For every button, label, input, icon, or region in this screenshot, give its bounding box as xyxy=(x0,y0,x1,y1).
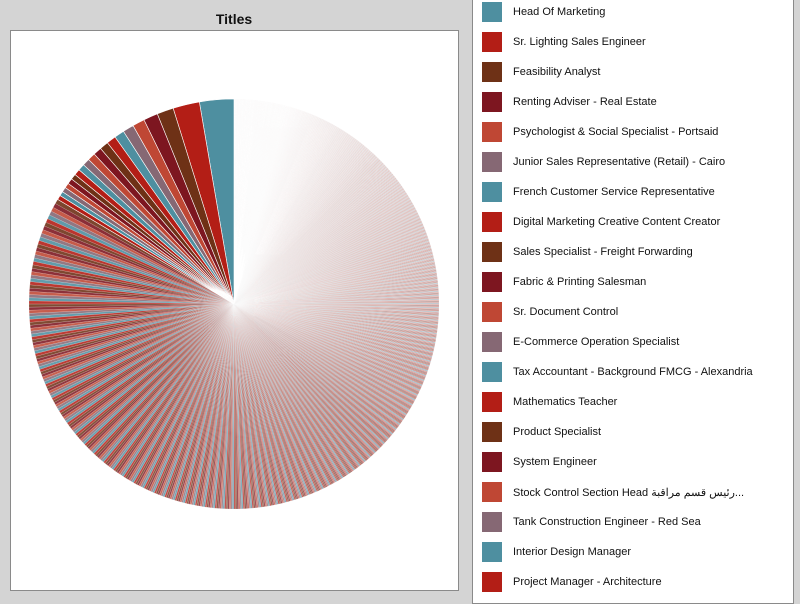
legend-label: Mathematics Teacher xyxy=(513,396,617,408)
legend-item: Fabric & Printing Salesman xyxy=(482,272,646,292)
legend-label: Renting Adviser - Real Estate xyxy=(513,96,657,108)
legend-swatch xyxy=(482,62,502,82)
legend-label: Feasibility Analyst xyxy=(513,66,600,78)
legend-item: System Engineer xyxy=(482,452,597,472)
legend-label: Interior Design Manager xyxy=(513,546,631,558)
legend-label: Digital Marketing Creative Content Creat… xyxy=(513,216,720,228)
legend-item: Stock Control Section Head رئيس قسم مراق… xyxy=(482,482,744,502)
legend-swatch xyxy=(482,212,502,232)
legend-item: Tank Construction Engineer - Red Sea xyxy=(482,512,701,532)
legend-item: Sales Specialist - Freight Forwarding xyxy=(482,242,693,262)
legend-item: Interior Design Manager xyxy=(482,542,631,562)
legend-panel: Head Of Marketing Sr. Lighting Sales Engi… xyxy=(472,0,794,604)
legend-item: Renting Adviser - Real Estate xyxy=(482,92,657,112)
legend-swatch xyxy=(482,422,502,442)
legend-item: Psychologist & Social Specialist - Ports… xyxy=(482,122,718,142)
legend-swatch xyxy=(482,452,502,472)
legend-item: E-Commerce Operation Specialist xyxy=(482,332,679,352)
legend-item: Head Of Marketing xyxy=(482,2,605,22)
legend-label: Tank Construction Engineer - Red Sea xyxy=(513,516,701,528)
chart-title: Titles xyxy=(10,11,458,27)
legend-label: Tax Accountant - Background FMCG - Alexa… xyxy=(513,366,753,378)
legend-item: Junior Sales Representative (Retail) - C… xyxy=(482,152,725,172)
legend-label: Sales Specialist - Freight Forwarding xyxy=(513,246,693,258)
legend-label: Stock Control Section Head رئيس قسم مراق… xyxy=(513,486,744,499)
legend-item: Digital Marketing Creative Content Creat… xyxy=(482,212,720,232)
legend-label: Project Manager - Architecture xyxy=(513,576,662,588)
legend-label: Sr. Document Control xyxy=(513,306,618,318)
legend-swatch xyxy=(482,92,502,112)
legend-swatch xyxy=(482,302,502,322)
legend-swatch xyxy=(482,32,502,52)
legend-swatch xyxy=(482,572,502,592)
legend-swatch xyxy=(482,362,502,382)
legend-label: Product Specialist xyxy=(513,426,601,438)
legend-item: Mathematics Teacher xyxy=(482,392,617,412)
legend-label: E-Commerce Operation Specialist xyxy=(513,336,679,348)
legend-item: Product Specialist xyxy=(482,422,601,442)
legend-swatch xyxy=(482,332,502,352)
legend-label: French Customer Service Representative xyxy=(513,186,715,198)
legend-swatch xyxy=(482,542,502,562)
pie-chart xyxy=(11,31,458,590)
legend-label: Head Of Marketing xyxy=(513,6,605,18)
legend-item: French Customer Service Representative xyxy=(482,182,715,202)
legend-label: System Engineer xyxy=(513,456,597,468)
legend-swatch xyxy=(482,242,502,262)
legend-item: Feasibility Analyst xyxy=(482,62,600,82)
chart-panel xyxy=(10,30,459,591)
legend-swatch xyxy=(482,392,502,412)
legend-label: Fabric & Printing Salesman xyxy=(513,276,646,288)
legend-swatch xyxy=(482,482,502,502)
legend-item: Tax Accountant - Background FMCG - Alexa… xyxy=(482,362,753,382)
legend-item: Sr. Lighting Sales Engineer xyxy=(482,32,646,52)
legend-label: Psychologist & Social Specialist - Ports… xyxy=(513,126,718,138)
legend-label: Junior Sales Representative (Retail) - C… xyxy=(513,156,725,168)
legend-label: Sr. Lighting Sales Engineer xyxy=(513,36,646,48)
legend-item: Sr. Document Control xyxy=(482,302,618,322)
legend-swatch xyxy=(482,2,502,22)
legend-swatch xyxy=(482,182,502,202)
legend-swatch xyxy=(482,152,502,172)
legend-swatch xyxy=(482,122,502,142)
legend-item: Project Manager - Architecture xyxy=(482,572,662,592)
legend-swatch xyxy=(482,272,502,292)
legend-swatch xyxy=(482,512,502,532)
